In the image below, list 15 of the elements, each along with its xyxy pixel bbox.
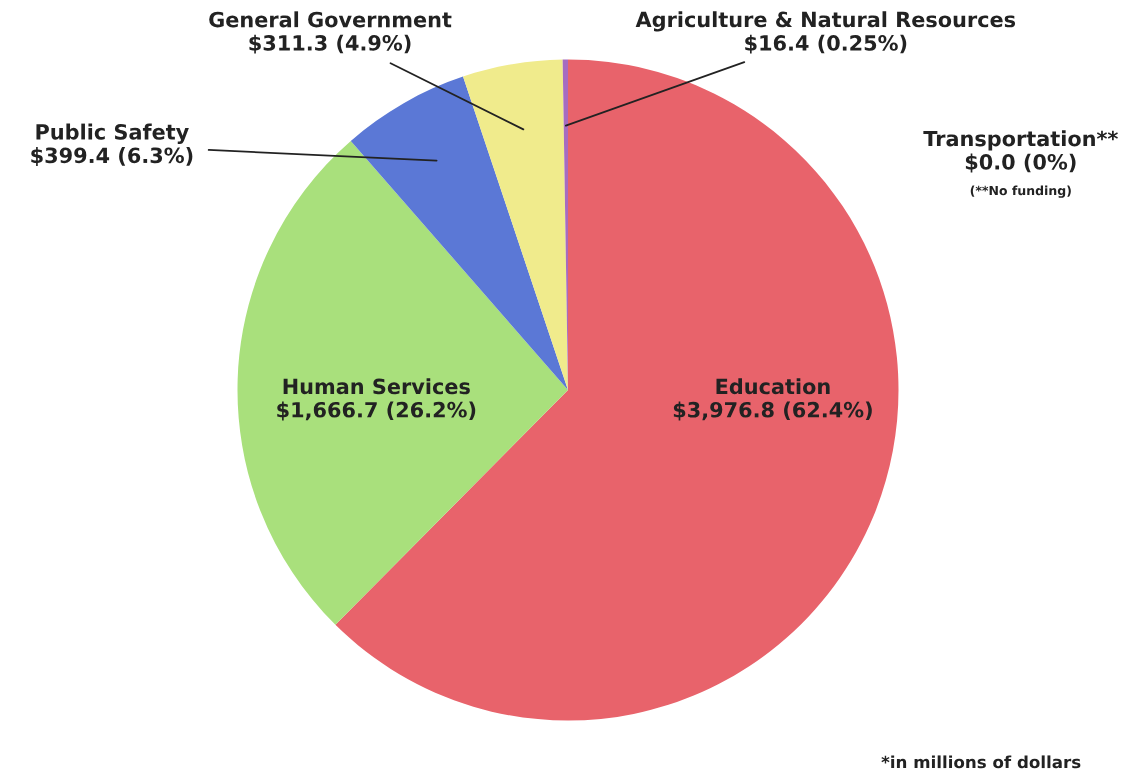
slice-label: Education — [716, 378, 830, 395]
slice-label: Human Services — [283, 378, 470, 395]
category-label: Transportation** — [923, 130, 1118, 151]
slice-label: Agriculture & Natural Resources — [635, 11, 1016, 32]
slice-label: Public Safety — [36, 123, 189, 144]
data-label: $3,976.8 (62.4%) — [673, 401, 872, 421]
text: $0.0 (0%) — [965, 153, 1076, 173]
pie-slice — [237, 140, 568, 625]
text: *in millions of dollars — [881, 755, 1081, 769]
data-label: $1,666.7 (26.2%) — [277, 401, 476, 421]
data-label: $16.4 (0.25%) — [745, 34, 907, 54]
text: (**No funding) — [970, 185, 1071, 198]
slice-label: General Government — [209, 11, 452, 28]
data-label: $311.3 (4.9%) — [249, 34, 411, 54]
data-label: $399.4 (6.3%) — [31, 147, 193, 166]
